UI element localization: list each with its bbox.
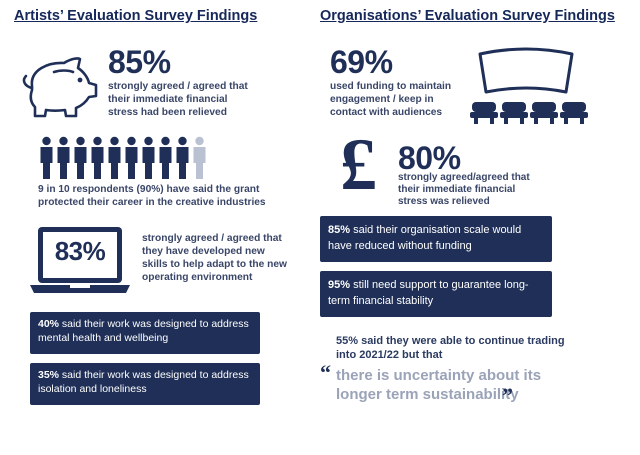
organisations-stat2-text: strongly agreed/agreed that their immedi… (398, 172, 530, 207)
pound-sign-icon: £ (340, 124, 377, 206)
artists-stat3-value: 83% (54, 236, 106, 266)
person-icon-highlighted (74, 136, 87, 179)
artists-stat3-text: strongly agreed / agreed that they have … (142, 233, 287, 283)
artists-stat2-text: 9 in 10 respondents (90%) have said the … (38, 184, 266, 208)
artists-box2: 35% said their work was designed to addr… (30, 363, 260, 405)
organisations-stat1-value: 69% (330, 44, 393, 80)
person-icon-highlighted (176, 136, 189, 179)
person-icon-highlighted (40, 136, 53, 179)
artists-heading: Artists’ Evaluation Survey Findings (14, 8, 258, 24)
organisations-box2-text: still need support to guarantee long-ter… (328, 279, 529, 307)
artists-box2-value: 35% (38, 369, 60, 381)
organisations-heading: Organisations’ Evaluation Survey Finding… (320, 8, 615, 24)
organisations-quote: there is uncertainty about its longer te… (336, 367, 542, 403)
artists-box1: 40% said their work was designed to addr… (30, 312, 260, 354)
organisations-note: 55% said they were able to continue trad… (336, 335, 565, 361)
artists-box1-text: said their work was designed to address … (38, 318, 249, 344)
organisations-box2: 95% still need support to guarantee long… (320, 271, 552, 317)
artists-stat1-text: strongly agreed / agreed that their imme… (108, 81, 248, 118)
open-quote-icon: “ (320, 360, 331, 385)
artists-box1-value: 40% (38, 318, 60, 330)
person-icon-highlighted (159, 136, 172, 179)
organisations-stat1-text: used funding to maintain engagement / ke… (330, 81, 452, 118)
people-icon (38, 136, 208, 180)
organisations-stat2-value: 80% (398, 140, 461, 176)
close-quote-icon: ” (502, 383, 513, 408)
organisations-box1-text: said their organisation scale would have… (328, 224, 522, 252)
artists-box2-text: said their work was designed to address … (38, 369, 249, 395)
laptop-icon (30, 227, 130, 293)
organisations-box2-value: 95% (328, 279, 351, 291)
person-icon-highlighted (125, 136, 138, 179)
cinema-screen-icon (470, 47, 588, 124)
person-icon-highlighted (57, 136, 70, 179)
person-icon-highlighted (142, 136, 155, 179)
organisations-box1-value: 85% (328, 224, 351, 236)
organisations-box1: 85% said their organisation scale would … (320, 216, 552, 262)
person-icon-highlighted (91, 136, 104, 179)
artists-stat1-value: 85% (108, 44, 171, 80)
person-icon (193, 136, 206, 179)
piggy-bank-icon (22, 57, 98, 118)
person-icon-highlighted (108, 136, 121, 179)
